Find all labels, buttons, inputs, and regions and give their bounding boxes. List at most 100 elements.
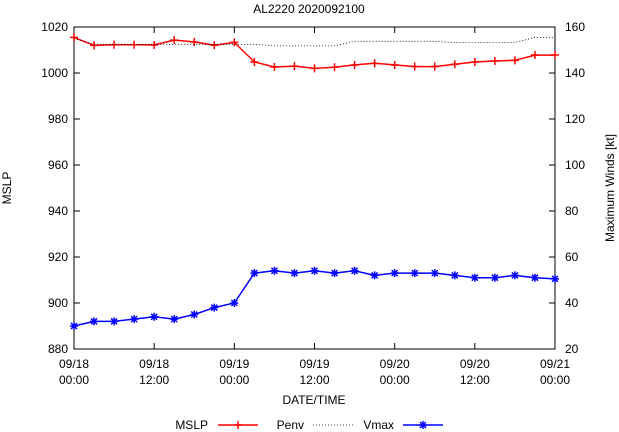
legend: MSLP Penv Vmax: [175, 418, 443, 432]
data-point: [250, 57, 259, 66]
y-left-tick-label: 920: [48, 250, 68, 264]
y-right-tick-label: 100: [565, 158, 585, 172]
data-point: [330, 63, 339, 72]
data-point: [70, 322, 78, 330]
data-point: [350, 60, 359, 69]
x-axis-label: DATE/TIME: [282, 393, 345, 407]
x-tick-label: 09/18: [139, 357, 169, 371]
series-line: [73, 270, 556, 327]
data-point: [70, 33, 78, 42]
data-point: [250, 269, 259, 278]
data-point: [290, 62, 299, 71]
data-point: [370, 59, 379, 68]
data-point: [110, 317, 119, 326]
x-tick-label: 09/21: [540, 357, 570, 371]
data-point: [234, 421, 242, 429]
data-point: [430, 62, 439, 71]
y-left-tick-label: 880: [48, 342, 68, 356]
data-point: [450, 60, 459, 69]
data-point: [310, 64, 319, 73]
data-point: [90, 41, 99, 50]
y-right-tick-label: 40: [565, 296, 579, 310]
y-left-tick-label: 940: [48, 204, 68, 218]
data-point: [390, 60, 399, 69]
data-point: [190, 37, 199, 46]
data-point: [470, 57, 479, 66]
y-right-tick-label: 160: [565, 20, 585, 34]
left-axis-label: MSLP: [0, 172, 14, 205]
y-left-tick-label: 1000: [41, 66, 68, 80]
data-point: [90, 317, 99, 326]
y-right-tick-label: 80: [565, 204, 579, 218]
y-right-tick-label: 60: [565, 250, 579, 264]
legend-label: Vmax: [363, 418, 394, 432]
data-point: [130, 40, 139, 49]
data-point: [290, 269, 299, 278]
x-tick-label: 00:00: [59, 373, 89, 387]
data-point: [130, 315, 139, 324]
data-point: [450, 271, 459, 280]
data-point: [551, 51, 559, 60]
y-right-tick-label: 120: [565, 112, 585, 126]
y-left-tick-label: 1020: [41, 20, 68, 34]
right-axis-label: Maximum Winds [kt]: [603, 134, 617, 242]
series-layer: [70, 33, 559, 330]
y-right-tick-label: 140: [565, 66, 585, 80]
data-point: [150, 312, 159, 321]
data-point: [330, 269, 339, 278]
legend-label: Penv: [277, 418, 304, 432]
x-tick-label: 09/20: [380, 357, 410, 371]
data-point: [490, 273, 499, 282]
data-point: [150, 40, 159, 49]
data-point: [430, 269, 439, 278]
data-point: [551, 274, 559, 283]
data-point: [410, 269, 419, 278]
data-point: [270, 63, 279, 72]
x-tick-label: 00:00: [219, 373, 249, 387]
data-point: [410, 62, 419, 71]
x-tick-label: 00:00: [540, 373, 570, 387]
series-mslp: [70, 33, 559, 73]
data-point: [530, 273, 539, 282]
series-vmax: [70, 266, 559, 330]
data-point: [310, 266, 319, 275]
data-point: [230, 299, 239, 307]
data-point: [370, 271, 379, 280]
data-point: [210, 303, 219, 312]
y-left-tick-label: 960: [48, 158, 68, 172]
data-point: [230, 38, 239, 47]
y-right-tick-label: 20: [565, 342, 579, 356]
data-point: [510, 56, 519, 65]
x-tick-label: 12:00: [139, 373, 169, 387]
series-penv: [73, 37, 555, 47]
data-point: [190, 310, 199, 319]
plot-frame: [73, 26, 556, 350]
data-point: [170, 36, 179, 45]
axes: 880 900 920 940 960 980 1000 1020 20 40 60 80 100 120…: [41, 20, 585, 387]
x-tick-label: 12:00: [299, 373, 329, 387]
data-point: [210, 41, 219, 50]
data-point: [390, 269, 399, 278]
chart-title: AL2220 2020092100: [253, 2, 365, 16]
data-point: [530, 51, 539, 60]
series-line: [73, 37, 555, 47]
data-point: [350, 266, 359, 275]
legend-label: MSLP: [175, 418, 208, 432]
x-tick-label: 12:00: [460, 373, 490, 387]
data-point: [270, 266, 279, 275]
data-point: [419, 421, 427, 429]
data-point: [490, 57, 499, 66]
x-tick-label: 09/18: [59, 357, 89, 371]
data-point: [470, 273, 479, 282]
x-tick-label: 09/19: [219, 357, 249, 371]
x-tick-label: 00:00: [380, 373, 410, 387]
data-point: [170, 315, 179, 324]
y-left-tick-label: 980: [48, 112, 68, 126]
series-line: [73, 36, 555, 70]
y-left-tick-label: 900: [48, 296, 68, 310]
data-point: [510, 271, 519, 280]
x-tick-label: 09/20: [460, 357, 490, 371]
x-tick-label: 09/19: [299, 357, 329, 371]
data-point: [110, 40, 119, 49]
